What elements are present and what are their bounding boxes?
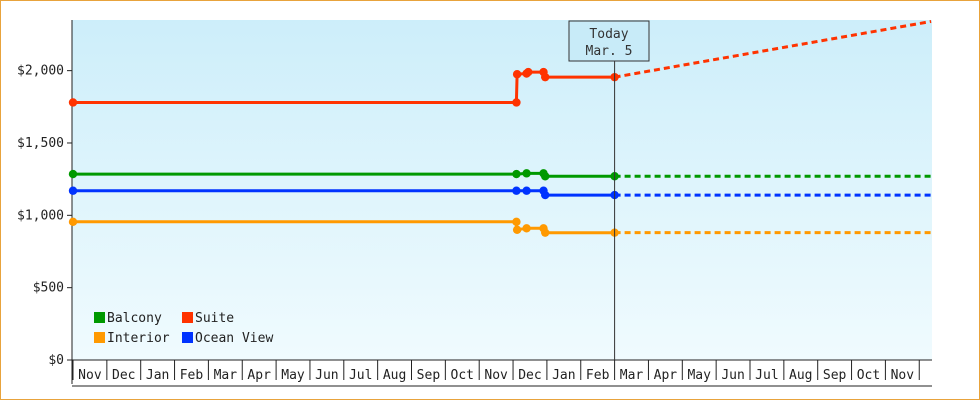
x-tick-label: Oct	[451, 368, 474, 383]
x-tick-label: Feb	[180, 368, 204, 383]
x-tick-label: Sep	[417, 368, 441, 383]
series-interior	[68, 217, 932, 237]
x-axis: Nov Dec Jan Feb Mar Apr May Jun Jul Aug Sep Oct Nov D…	[72, 359, 932, 387]
data-point	[68, 98, 78, 107]
x-tick-label: May	[687, 368, 711, 383]
y-axis: $0 $500 $1,000 $1,500 $2,000	[17, 20, 73, 384]
x-tick-label: Nov	[891, 368, 915, 383]
legend-label: Ocean View	[195, 331, 273, 346]
y-tick-label: $1,000	[17, 208, 64, 223]
series-balcony	[68, 169, 932, 181]
x-tick-label: Mar	[214, 368, 238, 383]
today-label: Today	[589, 27, 628, 42]
data-point	[522, 169, 531, 178]
x-tick-label: Jan	[146, 368, 169, 383]
data-point	[512, 98, 521, 107]
data-point	[541, 172, 550, 181]
today-box	[568, 20, 650, 62]
data-point	[541, 228, 550, 237]
x-tick-label: Dec	[518, 368, 541, 383]
legend-swatch	[94, 332, 105, 343]
legend-swatch	[182, 312, 193, 323]
data-point	[524, 67, 533, 77]
data-point	[512, 225, 522, 234]
legend-label: Suite	[195, 311, 234, 326]
legend-swatch	[182, 332, 193, 343]
x-tick-label: Jul	[349, 368, 372, 383]
data-point	[541, 72, 550, 82]
x-tick-label: May	[281, 368, 305, 383]
x-tick-label: Sep	[823, 368, 847, 383]
data-point	[541, 190, 550, 200]
series-line	[73, 189, 615, 197]
y-tick-label: $1,500	[17, 136, 64, 151]
data-point	[68, 186, 78, 195]
x-tick-label: Apr	[247, 368, 271, 383]
data-point	[512, 217, 521, 227]
data-point	[512, 186, 521, 195]
series-line	[73, 171, 615, 178]
x-tick-label: Nov	[484, 368, 508, 383]
data-point	[512, 169, 521, 179]
data-point	[512, 70, 522, 79]
data-point	[522, 224, 531, 233]
today-date: Mar. 5	[586, 44, 633, 59]
x-tick-label: Jun	[721, 368, 744, 383]
x-tick-label: Jan	[552, 368, 575, 383]
x-tick-label: Aug	[383, 368, 406, 383]
y-tick-label: $0	[48, 353, 64, 368]
data-point	[68, 217, 78, 227]
x-tick-label: Dec	[112, 368, 135, 383]
forecast-line	[614, 19, 932, 79]
series-ocean-view	[68, 186, 932, 200]
x-tick-label: Oct	[857, 368, 880, 383]
x-tick-label: Nov	[78, 368, 102, 383]
series-layer	[68, 19, 932, 237]
x-tick-label: Mar	[620, 368, 644, 383]
x-tick-label: Apr	[654, 368, 678, 383]
legend-label: Balcony	[107, 311, 162, 326]
today-marker: Today Mar. 5	[568, 20, 650, 360]
legend-label: Interior	[107, 331, 170, 346]
data-point	[522, 186, 531, 195]
x-tick-label: Jul	[755, 368, 778, 383]
x-tick-label: Aug	[789, 368, 812, 383]
legend: Balcony Suite Interior Ocean View	[94, 311, 273, 346]
y-tick-label: $2,000	[17, 64, 64, 79]
data-point	[68, 169, 78, 179]
y-tick-label: $500	[33, 281, 64, 296]
legend-swatch	[94, 312, 105, 323]
x-tick-label: Jun	[315, 368, 338, 383]
x-tick-label: Feb	[586, 368, 610, 383]
